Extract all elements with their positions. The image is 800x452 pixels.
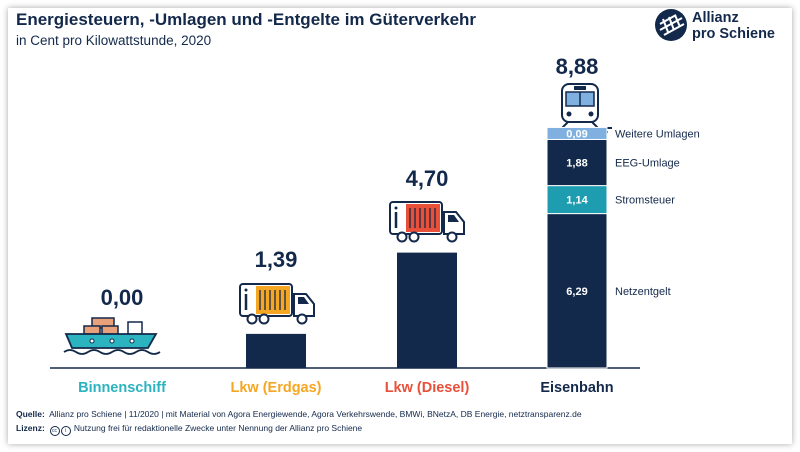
logo-text: Allianz pro Schiene <box>692 10 775 42</box>
bar-1 <box>246 333 306 368</box>
category-label-1: Lkw (Erdgas) <box>230 380 321 396</box>
segment-value-3: 0,09 <box>566 128 587 140</box>
chart-subtitle: in Cent pro Kilowattstunde, 2020 <box>16 33 212 48</box>
segment-3 <box>546 126 608 140</box>
segment-name-2: EEG-Umlage <box>615 158 680 170</box>
source-line: Quelle: Allianz pro Schiene | 11/2020 | … <box>16 409 582 419</box>
category-label-3: Eisenbahn <box>540 380 613 396</box>
total-label-1: 1,39 <box>255 247 298 272</box>
ship-icon <box>63 317 161 355</box>
license-line: Lizenz: cc i Nutzung frei für redaktionel… <box>16 423 363 436</box>
segment-name-3: Weitere Umlagen <box>615 128 700 140</box>
total-label-2: 4,70 <box>406 166 449 191</box>
segment-value-2: 1,88 <box>566 158 587 170</box>
allianz-logo[interactable]: Allianz pro Schiene <box>654 6 784 48</box>
truck-diesel-icon <box>389 201 465 243</box>
total-label-0: 0,00 <box>101 285 144 310</box>
rail-network-logo-icon <box>655 9 687 41</box>
segment-value-0: 6,29 <box>566 286 587 298</box>
total-label-3: 8,88 <box>556 54 599 79</box>
segment-2 <box>546 138 608 187</box>
segment-0 <box>546 213 608 369</box>
bar-2 <box>397 252 457 368</box>
category-label-0: Binnenschiff <box>78 380 166 396</box>
segment-value-1: 1,14 <box>566 195 588 207</box>
cc-icon: cc <box>49 426 60 436</box>
chart-title: Energiesteuern, -Umlagen und -Entgelte i… <box>16 10 477 29</box>
by-icon: i <box>60 426 71 436</box>
category-label-2: Lkw (Diesel) <box>385 380 470 396</box>
segment-name-1: Stromsteuer <box>615 195 675 207</box>
truck-gas-icon <box>239 283 315 325</box>
segment-name-0: Netzentgelt <box>615 286 671 298</box>
segment-1 <box>546 185 608 215</box>
